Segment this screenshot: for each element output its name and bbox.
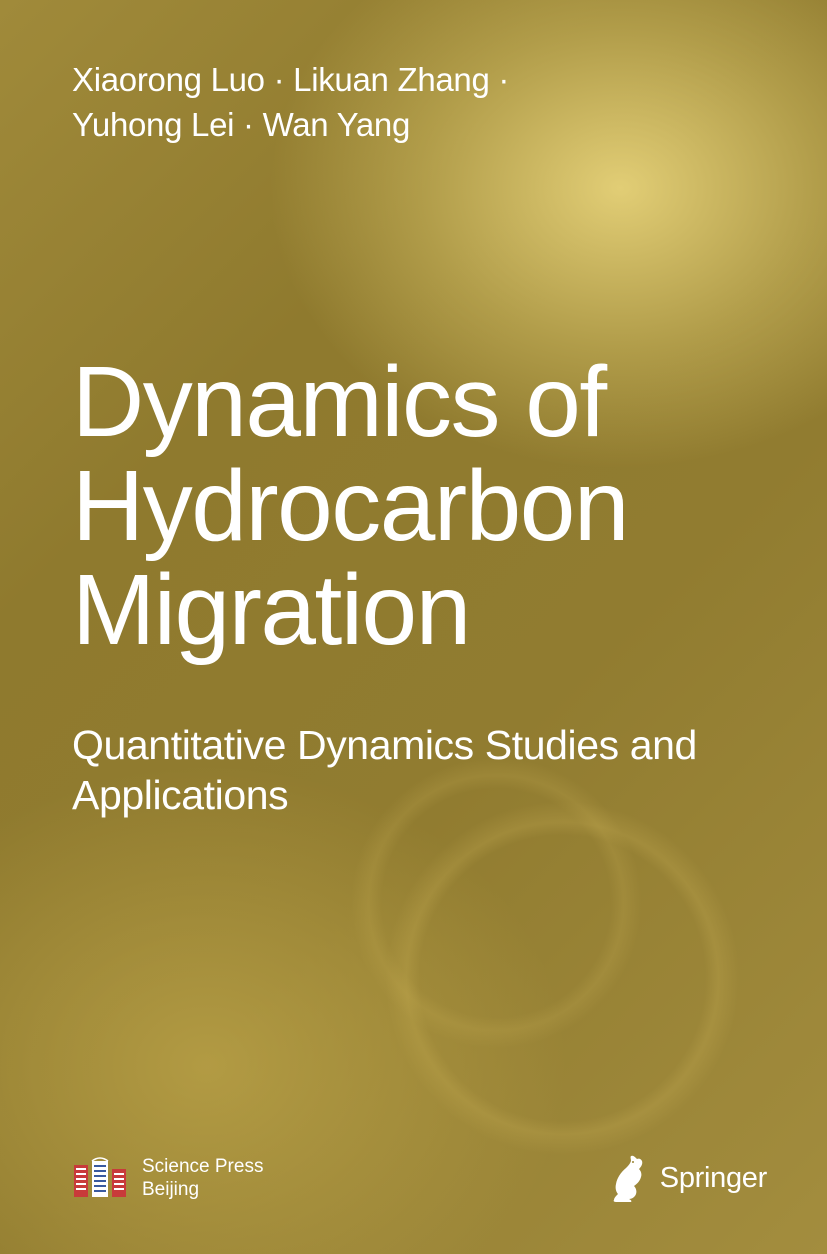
book-subtitle: Quantitative Dynamics Studies and Applic…	[72, 720, 707, 820]
authors-block: Xiaorong Luo · Likuan Zhang · Yuhong Lei…	[72, 58, 767, 147]
science-press-block: Science Press Beijing	[72, 1156, 263, 1202]
science-press-text: Science Press Beijing	[142, 1156, 263, 1202]
springer-text: Springer	[660, 1162, 767, 1195]
book-title: Dynamics of Hydrocarbon Migration	[72, 350, 767, 662]
springer-block: Springer	[606, 1154, 767, 1202]
springer-horse-icon	[606, 1154, 648, 1202]
science-press-line-1: Science Press	[142, 1156, 263, 1179]
authors-line-1: Xiaorong Luo · Likuan Zhang ·	[72, 58, 767, 103]
book-cover: Xiaorong Luo · Likuan Zhang · Yuhong Lei…	[0, 0, 827, 1254]
publishers-row: Science Press Beijing Springer	[72, 1154, 767, 1202]
authors-line-2: Yuhong Lei · Wan Yang	[72, 103, 767, 148]
science-press-logo-icon	[72, 1157, 128, 1201]
science-press-line-2: Beijing	[142, 1179, 263, 1202]
